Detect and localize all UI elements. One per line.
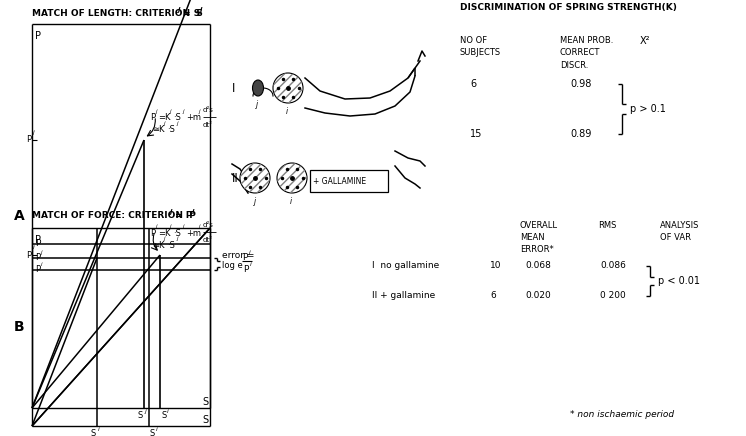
Text: I  no gallamine: I no gallamine <box>372 262 439 270</box>
Text: ≅K: ≅K <box>152 241 165 249</box>
Text: ANALYSIS
OF VAR: ANALYSIS OF VAR <box>660 221 700 242</box>
Text: j: j <box>155 224 157 229</box>
Text: i: i <box>98 427 100 432</box>
Text: ≅K: ≅K <box>152 126 165 134</box>
Text: i: i <box>33 245 35 250</box>
Text: MATCH OF LENGTH: CRITERION  S: MATCH OF LENGTH: CRITERION S <box>32 10 203 18</box>
Text: P: P <box>243 265 248 273</box>
Text: i: i <box>199 224 201 229</box>
Text: 0.020: 0.020 <box>525 292 551 300</box>
Text: P: P <box>35 31 41 41</box>
Text: +m: +m <box>186 113 201 123</box>
Text: j: j <box>41 250 43 255</box>
Text: * non ischaemic period: * non ischaemic period <box>570 409 674 419</box>
Text: 0.086: 0.086 <box>600 262 626 270</box>
Text: j: j <box>177 121 178 126</box>
Text: j: j <box>256 100 258 109</box>
Text: P: P <box>150 228 155 238</box>
Text: i: i <box>192 209 195 215</box>
Text: ·S: ·S <box>167 126 175 134</box>
Text: P: P <box>242 253 248 262</box>
Text: I: I <box>232 82 236 95</box>
Text: P: P <box>26 136 31 144</box>
Text: ·S: ·S <box>167 241 175 249</box>
Text: S: S <box>91 429 96 436</box>
Text: j: j <box>183 109 184 114</box>
Text: A: A <box>14 209 25 223</box>
Circle shape <box>240 163 270 193</box>
Text: RMS: RMS <box>598 221 616 230</box>
Text: j: j <box>178 7 181 13</box>
Text: 0 200: 0 200 <box>600 292 626 300</box>
Text: j: j <box>177 236 178 241</box>
Text: i: i <box>200 7 202 13</box>
Text: 6: 6 <box>470 79 476 89</box>
Text: OVERALL
MEAN
ERROR*: OVERALL MEAN ERROR* <box>520 221 558 254</box>
Text: i: i <box>286 107 288 116</box>
Text: i: i <box>183 224 184 229</box>
Text: S: S <box>161 411 166 420</box>
Circle shape <box>273 73 303 103</box>
Text: DISCRIMINATION OF SPRING STRENGTH(K): DISCRIMINATION OF SPRING STRENGTH(K) <box>460 3 677 13</box>
Text: II + gallamine: II + gallamine <box>372 292 435 300</box>
Text: 0.068: 0.068 <box>525 262 551 270</box>
Text: j: j <box>164 236 166 241</box>
Text: 6: 6 <box>490 292 496 300</box>
Text: i: i <box>41 262 43 267</box>
Text: j: j <box>249 250 251 255</box>
Text: S: S <box>150 429 155 436</box>
Text: P: P <box>150 113 155 123</box>
Text: j: j <box>170 209 172 215</box>
Text: j: j <box>145 409 147 414</box>
Text: MATCH OF FORCE: CRITERION  P: MATCH OF FORCE: CRITERION P <box>32 211 196 221</box>
Text: MEAN PROB.
CORRECT
DISCR.: MEAN PROB. CORRECT DISCR. <box>560 36 613 70</box>
Text: 15: 15 <box>470 129 483 139</box>
Bar <box>310 170 388 192</box>
Text: +m: +m <box>186 228 201 238</box>
Text: i: i <box>250 262 251 267</box>
Text: = S: = S <box>183 10 200 18</box>
Text: =K: =K <box>158 113 171 123</box>
Text: dt²: dt² <box>203 237 213 243</box>
Text: i: i <box>167 409 169 414</box>
Text: j: j <box>199 109 201 114</box>
Text: NO OF
SUBJECTS: NO OF SUBJECTS <box>460 36 501 58</box>
Text: 10: 10 <box>490 262 501 270</box>
Text: X²: X² <box>640 36 651 46</box>
Text: d²s: d²s <box>203 107 214 113</box>
Text: j: j <box>170 109 172 114</box>
Text: i: i <box>170 224 172 229</box>
Text: j: j <box>254 197 256 206</box>
Circle shape <box>277 163 307 193</box>
Text: 0.89: 0.89 <box>570 129 592 139</box>
Text: P: P <box>35 239 40 249</box>
Text: + GALLAMINE: + GALLAMINE <box>313 177 366 185</box>
Text: P: P <box>35 266 40 275</box>
Text: S: S <box>202 415 208 425</box>
Text: P: P <box>35 253 40 262</box>
Text: S: S <box>138 411 143 420</box>
Text: =K: =K <box>158 228 171 238</box>
Text: i: i <box>290 197 292 206</box>
Text: d²s: d²s <box>203 222 214 228</box>
Text: = P: = P <box>175 211 192 221</box>
Text: error =: error = <box>222 252 254 260</box>
Ellipse shape <box>252 80 263 96</box>
Text: P: P <box>35 235 41 245</box>
Text: log e: log e <box>222 262 242 270</box>
Text: j: j <box>33 130 35 135</box>
Text: B: B <box>14 320 25 334</box>
Text: j: j <box>164 121 166 126</box>
Text: dt²: dt² <box>203 122 213 128</box>
Text: p < 0.01: p < 0.01 <box>658 276 700 286</box>
Text: 0.98: 0.98 <box>570 79 592 89</box>
Text: P: P <box>26 251 31 259</box>
Text: ·S: ·S <box>173 228 181 238</box>
Text: j: j <box>155 109 157 114</box>
Text: ·S: ·S <box>173 113 181 123</box>
Text: i: i <box>156 427 157 432</box>
Text: S: S <box>202 397 208 407</box>
Text: p > 0.1: p > 0.1 <box>630 104 666 114</box>
Text: II: II <box>232 171 239 184</box>
